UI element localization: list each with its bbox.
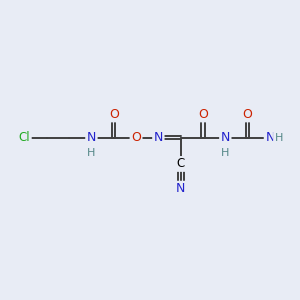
Text: C: C	[177, 158, 185, 170]
Text: Cl: Cl	[19, 131, 30, 144]
Text: H: H	[87, 148, 96, 158]
Text: N: N	[220, 131, 230, 144]
Text: O: O	[243, 108, 253, 121]
Text: O: O	[109, 108, 119, 121]
Text: O: O	[131, 131, 141, 144]
Text: N: N	[176, 182, 185, 195]
Text: H: H	[221, 148, 230, 158]
Text: N: N	[265, 131, 274, 144]
Text: O: O	[198, 108, 208, 121]
Text: H: H	[274, 133, 283, 142]
Text: N: N	[87, 131, 96, 144]
Text: N: N	[154, 131, 163, 144]
